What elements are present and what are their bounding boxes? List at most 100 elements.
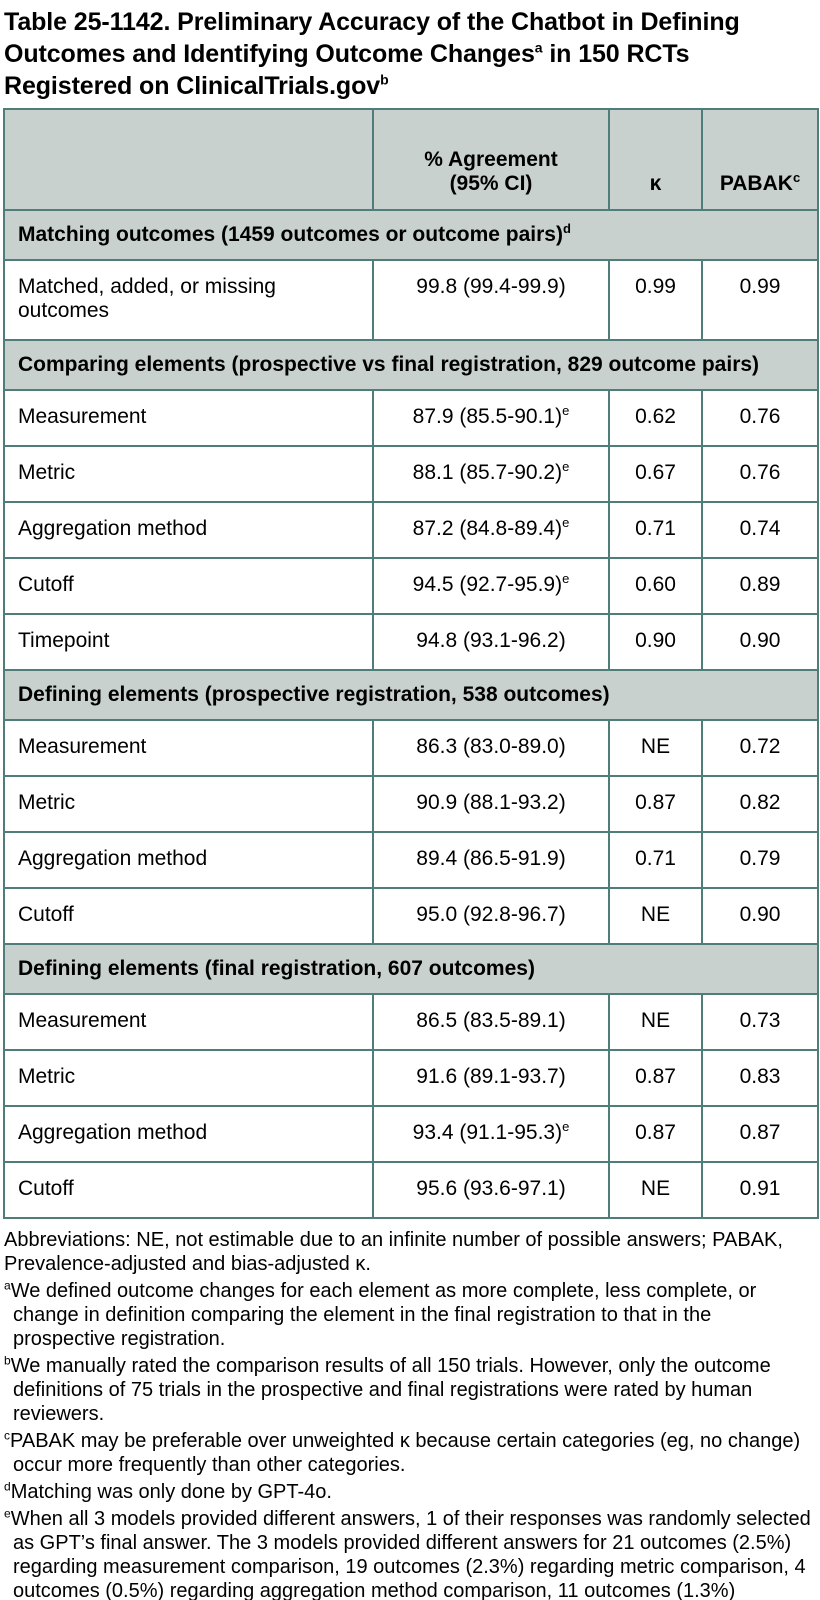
row-label: Cutoff [3,1161,374,1219]
pabak-value: 0.91 [701,1161,819,1219]
table-row: Metric 91.6 (89.1-93.7) 0.87 0.83 [3,1049,819,1107]
footnote-marker-e: e [562,403,570,418]
table-row: Metric 88.1 (85.7-90.2)e 0.67 0.76 [3,445,819,503]
row-label: Cutoff [3,887,374,945]
kappa-value: 0.71 [608,501,703,559]
footnote-marker-b: b [380,71,389,88]
table-title: Table 25-1142. Preliminary Accuracy of t… [4,6,810,102]
table-row: Measurement 87.9 (85.5-90.1)e 0.62 0.76 [3,389,819,447]
footnote-c-marker: c [4,1428,10,1443]
table-row: Metric 90.9 (88.1-93.2) 0.87 0.82 [3,775,819,833]
section-row-comparing-elements: Comparing elements (prospective vs final… [3,339,819,391]
kappa-value: 0.62 [608,389,703,447]
table-row: Cutoff 95.0 (92.8-96.7) NE 0.90 [3,887,819,945]
agreement-value: 94.5 (92.7-95.9)e [372,557,610,615]
table-row: Aggregation method 93.4 (91.1-95.3)e 0.8… [3,1105,819,1163]
agreement-value: 99.8 (99.4-99.9) [372,259,610,341]
footnote-b-marker: b [4,1353,11,1368]
agreement-value: 90.9 (88.1-93.2) [372,775,610,833]
column-header-agreement: % Agreement (95% CI) [372,108,610,211]
kappa-value: NE [608,1161,703,1219]
agreement-value: 89.4 (86.5-91.9) [372,831,610,889]
agreement-text: 89.4 (86.5-91.9) [416,847,566,870]
footnote-a-text: We defined outcome changes for each elem… [10,1280,757,1350]
footnotes: Abbreviations: NE, not estimable due to … [0,1228,818,1600]
footnote-e: eWhen all 3 models provided different an… [0,1507,818,1600]
footnote-a: aWe defined outcome changes for each ele… [0,1279,818,1351]
section-row-defining-final: Defining elements (final registration, 6… [3,943,819,995]
pabak-value: 0.74 [701,501,819,559]
agreement-text: 94.8 (93.1-96.2) [416,629,566,652]
agreement-text: 91.6 (89.1-93.7) [416,1065,566,1088]
agreement-text: 90.9 (88.1-93.2) [416,791,566,814]
pabak-value: 0.89 [701,557,819,615]
footnote-c: cPABAK may be preferable over unweighted… [0,1429,818,1477]
kappa-value: 0.87 [608,1049,703,1107]
pabak-value: 0.83 [701,1049,819,1107]
agreement-value: 93.4 (91.1-95.3)e [372,1105,610,1163]
pabak-value: 0.90 [701,613,819,671]
accuracy-table: % Agreement (95% CI) κ PABAKc Matching o… [3,108,819,1219]
footnote-d-marker: d [4,1479,11,1494]
footnote-b-text: We manually rated the comparison results… [10,1355,771,1425]
footnote-abbreviations: Abbreviations: NE, not estimable due to … [4,1229,783,1275]
kappa-value: NE [608,719,703,777]
pabak-value: 0.87 [701,1105,819,1163]
pabak-value: 0.73 [701,993,819,1051]
agreement-text: 87.9 (85.5-90.1) [412,405,563,428]
agreement-value: 95.0 (92.8-96.7) [372,887,610,945]
section-row-matching-outcomes: Matching outcomes (1459 outcomes or outc… [3,209,819,261]
agreement-text: 99.8 (99.4-99.9) [416,275,566,298]
row-label: Metric [3,445,374,503]
agreement-value: 94.8 (93.1-96.2) [372,613,610,671]
row-label: Measurement [3,719,374,777]
kappa-value: 0.87 [608,775,703,833]
pabak-value: 0.76 [701,445,819,503]
agreement-value: 88.1 (85.7-90.2)e [372,445,610,503]
footnote-c-text: PABAK may be preferable over unweighted … [10,1430,801,1476]
row-label: Measurement [3,389,374,447]
column-header-agreement-line2: (95% CI) [449,172,533,195]
section-label: Defining elements (final registration, 6… [18,957,535,980]
agreement-text: 93.4 (91.1-95.3) [412,1121,563,1144]
section-row-defining-prospective: Defining elements (prospective registrat… [3,669,819,721]
kappa-value: NE [608,887,703,945]
agreement-text: 95.0 (92.8-96.7) [416,903,566,926]
footnote-marker-e: e [562,515,570,530]
table-title-text-2: in 150 RCTs Registered on ClinicalTrials… [4,40,690,100]
column-header-pabak: PABAKc [701,108,819,211]
footnote-a-marker: a [4,1278,11,1293]
pabak-value: 0.90 [701,887,819,945]
kappa-value: 0.90 [608,613,703,671]
pabak-label: PABAK [719,172,793,195]
footnote-marker-c: c [792,170,801,185]
footnote-marker-e: e [562,571,570,586]
footnote-d: dMatching was only done by GPT-4o. [0,1480,818,1504]
agreement-value: 91.6 (89.1-93.7) [372,1049,610,1107]
row-label: Matched, added, or missing outcomes [3,259,374,341]
footnote-marker-e: e [562,1119,570,1134]
table-title-text: Table 25-1142. Preliminary Accuracy of t… [4,8,740,68]
table-row: Cutoff 94.5 (92.7-95.9)e 0.60 0.89 [3,557,819,615]
pabak-value: 0.79 [701,831,819,889]
column-header-blank [3,108,374,211]
footnote-e-text: When all 3 models provided different ans… [10,1508,811,1600]
footnote-marker-d: d [562,221,571,236]
kappa-value: 0.99 [608,259,703,341]
agreement-value: 95.6 (93.6-97.1) [372,1161,610,1219]
kappa-value: 0.87 [608,1105,703,1163]
footnote-d-text: Matching was only done by GPT-4o. [10,1481,332,1503]
row-label: Metric [3,1049,374,1107]
pabak-value: 0.76 [701,389,819,447]
section-label: Matching outcomes (1459 outcomes or outc… [18,223,563,246]
column-header-agreement-line1: % Agreement [424,148,558,171]
row-label: Metric [3,775,374,833]
row-label: Cutoff [3,557,374,615]
kappa-value: 0.67 [608,445,703,503]
kappa-value: 0.60 [608,557,703,615]
pabak-value: 0.99 [701,259,819,341]
agreement-text: 88.1 (85.7-90.2) [412,461,563,484]
agreement-value: 86.5 (83.5-89.1) [372,993,610,1051]
row-label: Aggregation method [3,831,374,889]
